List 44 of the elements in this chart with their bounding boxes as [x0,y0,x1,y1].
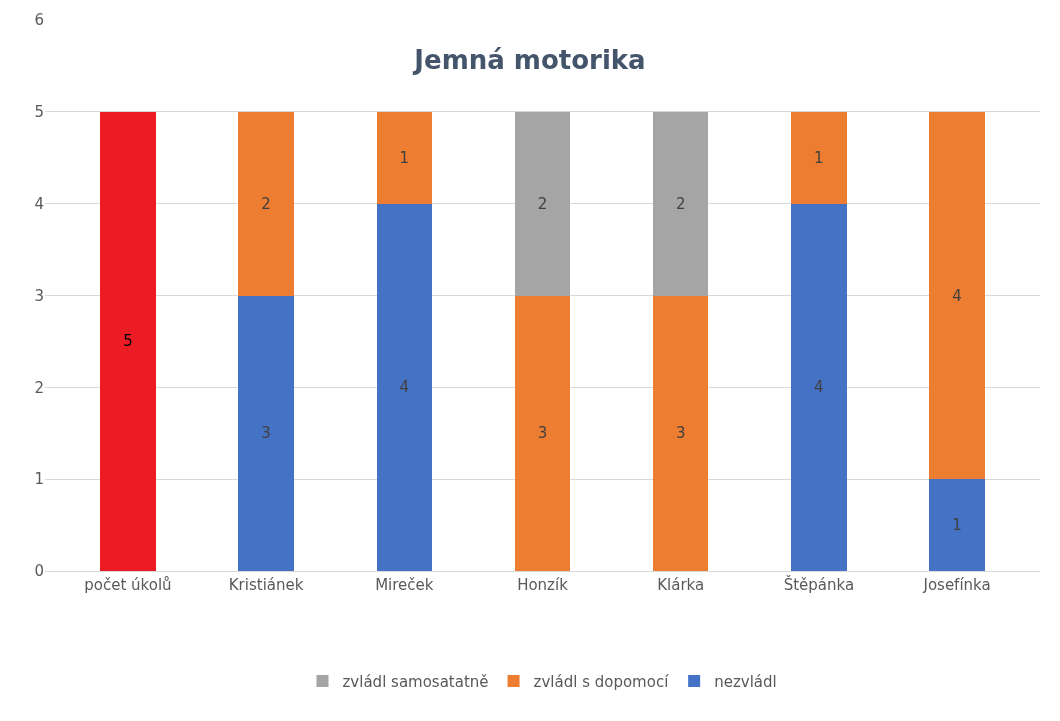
y-tick-label: 4 [34,194,44,213]
bar [791,111,847,204]
x-tick-label: Klárka [657,576,705,594]
data-label: 4 [952,286,962,305]
data-label: 1 [952,516,962,535]
data-label: 1 [814,148,824,167]
legend-label: zvládl s dopomocí [533,672,670,691]
bar [929,111,985,480]
bar [929,479,985,571]
bar [238,111,294,296]
data-label: 5 [123,332,133,351]
data-label: 3 [261,424,271,443]
data-label: 2 [537,194,548,213]
x-tick-label: Josefínka [922,576,991,594]
bar [653,295,709,571]
data-label: 1 [399,148,410,167]
x-tick-label: počet úkolů [84,576,172,594]
bar [376,111,432,204]
x-tick-label: Mireček [375,576,434,594]
y-tick-label: 2 [34,378,44,397]
bar [514,295,571,571]
y-tick-label: 1 [34,470,44,489]
legend-label: zvládl samosatatně [342,672,489,691]
y-tick-label: 5 [34,103,44,122]
y-tick-label: 6 [34,11,44,30]
x-tick-label: Štěpánka [783,575,855,594]
data-label: 3 [537,424,548,443]
data-label: 2 [675,194,686,213]
bar [791,203,847,571]
y-tick-label: 3 [34,286,44,305]
bar [376,203,432,571]
bar [514,111,571,296]
bar [238,295,294,571]
data-label: 4 [814,378,824,397]
data-label: 3 [675,424,686,443]
x-tick-label: Kristiánek [228,576,304,594]
bar [653,111,709,296]
y-tick-label: 0 [34,562,44,581]
data-label: 2 [261,194,271,213]
legend-label: nezvládl [714,672,777,691]
bar [100,111,156,571]
text: Jemná motorika [412,44,646,75]
data-label: 4 [399,378,410,397]
x-tick-label: Honzík [517,576,569,594]
